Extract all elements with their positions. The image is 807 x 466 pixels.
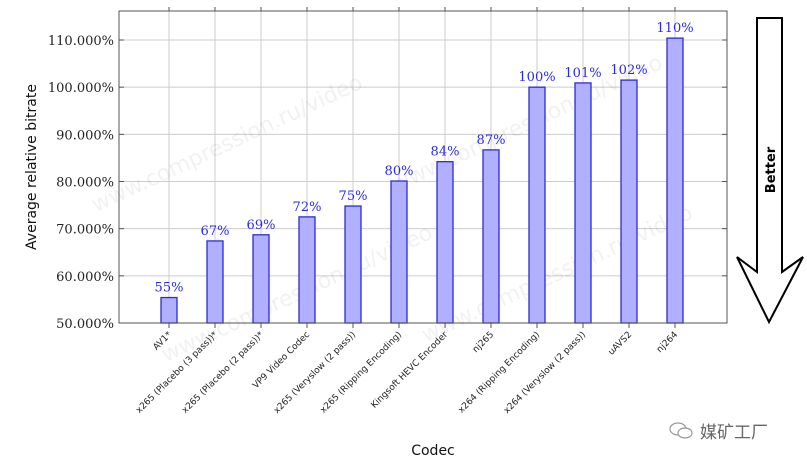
bar: [666, 37, 684, 324]
x-tick-label: x265 (Ripping Encoding): [319, 330, 404, 415]
bar: [298, 216, 316, 324]
data-label: 80%: [385, 164, 414, 179]
better-label: Better: [764, 146, 779, 193]
bar: [574, 82, 592, 324]
y-axis-label: Average relative bitrate: [24, 84, 40, 250]
watermark-text: www.compression.ru/video: [418, 200, 697, 348]
x-axis-label: Codec: [411, 443, 455, 459]
plot-frame: [118, 10, 728, 324]
bar: [620, 79, 638, 324]
x-tick-label: nj264: [655, 330, 680, 355]
data-label: 100%: [518, 70, 555, 85]
x-tick-label: x264 (Veryslow (2 pass)): [502, 330, 588, 416]
y-tick-label: 100.000%: [48, 81, 114, 96]
data-label: 101%: [564, 66, 601, 81]
bars: 55% 67% 69% 72% 75% 80% 84% 87% 100% 101% 102% 110%: [155, 21, 694, 324]
data-label: 87%: [477, 133, 506, 148]
y-tick-label: 50.000%: [56, 317, 114, 332]
bar: [252, 234, 270, 324]
y-tick-label: 60.000%: [56, 270, 114, 285]
data-label: 55%: [155, 281, 184, 296]
bar: [206, 240, 224, 324]
data-label: 69%: [247, 218, 276, 233]
brand-text: 媒矿工厂: [700, 423, 768, 443]
y-tick-label: 80.000%: [56, 176, 114, 191]
x-tick-label: nj265: [471, 330, 496, 355]
x-tick-label: x265 (Veryslow (2 pass)): [272, 330, 358, 416]
bar: [482, 149, 500, 324]
y-tick-label: 110.000%: [48, 34, 114, 49]
data-label: 84%: [431, 145, 460, 160]
bar: [344, 205, 362, 324]
wechat-icon: [669, 421, 693, 439]
y-tick-label: 70.000%: [56, 223, 114, 238]
watermark-text: www.compression.ru/video: [88, 70, 367, 218]
data-label: 110%: [656, 21, 693, 36]
x-tick-label: x264 (Ripping Encoding): [457, 330, 542, 415]
y-tick-label: 90.000%: [56, 128, 114, 143]
data-label: 75%: [339, 189, 368, 204]
bar: [390, 180, 408, 324]
data-label: 102%: [610, 63, 647, 78]
brand-watermark: 媒矿工厂: [668, 418, 768, 443]
down-arrow-icon: [736, 17, 804, 325]
better-arrow: Better: [736, 17, 804, 325]
x-tick-label: uAVS2: [607, 330, 634, 357]
data-label: 67%: [201, 224, 230, 239]
bar: [436, 161, 454, 324]
bar: [160, 296, 178, 324]
data-label: 72%: [293, 200, 322, 215]
bar: [528, 86, 546, 324]
